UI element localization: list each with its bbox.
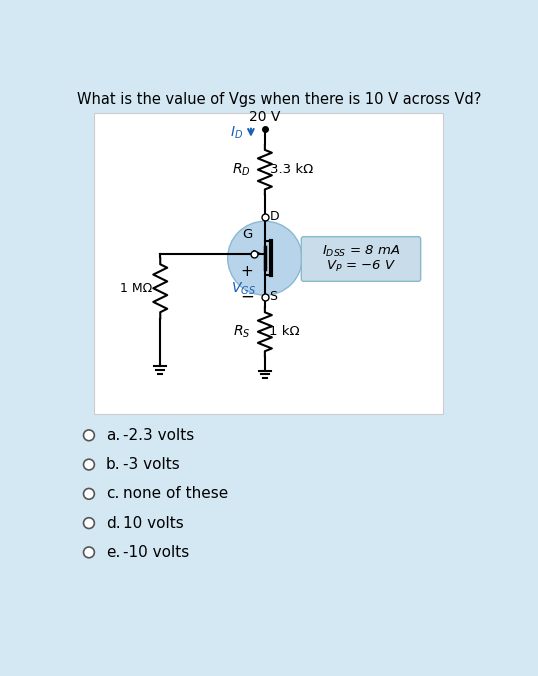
Text: D: D <box>270 210 279 223</box>
Text: G: G <box>243 228 253 241</box>
Text: $R_D$: $R_D$ <box>232 162 251 178</box>
Text: c.: c. <box>106 486 119 502</box>
Circle shape <box>83 518 94 529</box>
Text: a.: a. <box>106 428 121 443</box>
Bar <box>94 114 443 414</box>
Circle shape <box>83 430 94 441</box>
Text: -3 volts: -3 volts <box>123 457 180 472</box>
Text: 10 volts: 10 volts <box>123 516 184 531</box>
Text: none of these: none of these <box>123 486 228 502</box>
Text: -10 volts: -10 volts <box>123 545 189 560</box>
Text: -2.3 volts: -2.3 volts <box>123 428 194 443</box>
Text: 20 V: 20 V <box>249 110 280 124</box>
Text: $I_{DSS}$ = 8 mA: $I_{DSS}$ = 8 mA <box>322 244 400 259</box>
Text: +: + <box>240 264 253 279</box>
Text: −: − <box>240 288 254 306</box>
Text: $R_S$: $R_S$ <box>233 324 251 340</box>
Text: $V_{GS}$: $V_{GS}$ <box>231 281 256 297</box>
Circle shape <box>83 489 94 500</box>
Text: S: S <box>270 290 278 304</box>
Text: b.: b. <box>106 457 121 472</box>
Circle shape <box>228 221 302 295</box>
FancyBboxPatch shape <box>301 237 421 281</box>
Text: 1 MΩ: 1 MΩ <box>121 282 152 295</box>
Text: What is the value of Vgs when there is 10 V across Vd?: What is the value of Vgs when there is 1… <box>76 92 481 107</box>
Text: 3.3 kΩ: 3.3 kΩ <box>270 163 313 176</box>
Circle shape <box>83 547 94 558</box>
Text: d.: d. <box>106 516 121 531</box>
Text: e.: e. <box>106 545 121 560</box>
Circle shape <box>83 459 94 470</box>
Text: $I_D$: $I_D$ <box>230 124 243 141</box>
Text: $V_P$ = −6 V: $V_P$ = −6 V <box>326 259 396 274</box>
Text: 1 kΩ: 1 kΩ <box>269 325 299 338</box>
